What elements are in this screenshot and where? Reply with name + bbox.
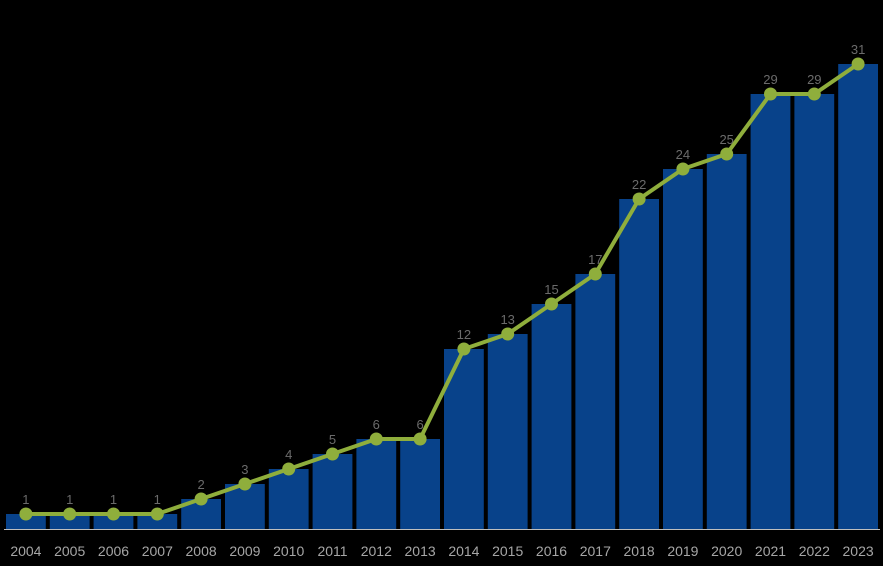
- point-2013: [413, 432, 427, 446]
- point-2023: [851, 57, 865, 71]
- x-tick-label-2023: 2023: [843, 543, 874, 559]
- data-label-2023: 31: [851, 42, 865, 57]
- data-label-2014: 12: [457, 327, 471, 342]
- point-2015: [501, 327, 515, 341]
- data-label-2015: 13: [500, 312, 514, 327]
- x-tick-label-2014: 2014: [448, 543, 479, 559]
- data-label-2005: 1: [66, 492, 73, 507]
- data-label-2020: 25: [719, 132, 733, 147]
- x-tick-label-2010: 2010: [273, 543, 304, 559]
- bar-2006: [93, 514, 134, 529]
- data-label-2008: 2: [197, 477, 204, 492]
- point-2018: [632, 192, 646, 206]
- series-line: [25, 62, 860, 516]
- x-tick-label-2015: 2015: [492, 543, 523, 559]
- point-2022: [807, 87, 821, 101]
- x-tick-label-2017: 2017: [580, 543, 611, 559]
- x-tick-label-2020: 2020: [711, 543, 742, 559]
- data-label-2016: 15: [544, 282, 558, 297]
- x-tick-label-2009: 2009: [229, 543, 260, 559]
- point-2007: [150, 507, 164, 521]
- point-2005: [63, 507, 77, 521]
- bar-2012: [356, 439, 397, 529]
- data-label-2013: 6: [416, 417, 423, 432]
- point-2014: [457, 342, 471, 356]
- x-tick-label-2016: 2016: [536, 543, 567, 559]
- data-label-2021: 29: [763, 72, 777, 87]
- point-2004: [19, 507, 33, 521]
- bar-2015: [487, 334, 528, 529]
- bar-2009: [225, 484, 265, 529]
- point-2009: [238, 477, 252, 491]
- point-2012: [369, 432, 383, 446]
- bar-2010: [268, 469, 309, 529]
- bars-group: [6, 64, 878, 529]
- bar-2011: [312, 454, 353, 529]
- x-tick-label-2022: 2022: [799, 543, 830, 559]
- series-points: [19, 57, 865, 521]
- x-tick-label-2004: 2004: [10, 543, 41, 559]
- x-tick-label-2008: 2008: [186, 543, 217, 559]
- data-label-2009: 3: [241, 462, 248, 477]
- data-label-2018: 22: [632, 177, 646, 192]
- data-label-2022: 29: [807, 72, 821, 87]
- bar-2019: [663, 169, 703, 529]
- point-2019: [676, 162, 690, 176]
- data-label-2012: 6: [373, 417, 380, 432]
- data-label-2007: 1: [154, 492, 161, 507]
- bar-2018: [619, 199, 659, 529]
- data-label-2019: 24: [676, 147, 690, 162]
- x-tick-label-2007: 2007: [142, 543, 173, 559]
- bar-2016: [531, 304, 572, 529]
- bar-2021: [750, 94, 791, 529]
- x-tick-label-2013: 2013: [405, 543, 436, 559]
- bar-2005: [49, 514, 90, 529]
- data-label-2006: 1: [110, 492, 117, 507]
- x-tick-label-2006: 2006: [98, 543, 129, 559]
- point-2008: [194, 492, 208, 506]
- data-label-2017: 17: [588, 252, 602, 267]
- bar-2007: [137, 514, 178, 529]
- bar-2020: [706, 154, 747, 529]
- point-2020: [720, 147, 734, 161]
- bar-2022: [794, 94, 835, 529]
- point-2017: [588, 267, 602, 281]
- x-tick-labels: 2004 2005 2006 2007 2008 2009 2010 2011 2012 2013…: [10, 543, 874, 559]
- x-tick-label-2019: 2019: [667, 543, 698, 559]
- x-tick-label-2011: 2011: [317, 543, 347, 559]
- x-tick-label-2012: 2012: [361, 543, 392, 559]
- data-label-2010: 4: [285, 447, 292, 462]
- data-label-2011: 5: [329, 432, 336, 447]
- point-2006: [107, 507, 120, 521]
- point-2011: [326, 447, 339, 461]
- x-tick-label-2018: 2018: [624, 543, 655, 559]
- x-tick-label-2021: 2021: [755, 543, 786, 559]
- data-label-2004: 1: [22, 492, 29, 507]
- bar-2004: [6, 514, 46, 529]
- point-2010: [282, 462, 296, 476]
- x-tick-label-2005: 2005: [54, 543, 85, 559]
- bar-2023: [838, 64, 878, 529]
- point-2021: [764, 87, 777, 101]
- bar-2017: [575, 274, 616, 529]
- point-2016: [545, 297, 558, 311]
- bar-2013: [400, 439, 440, 529]
